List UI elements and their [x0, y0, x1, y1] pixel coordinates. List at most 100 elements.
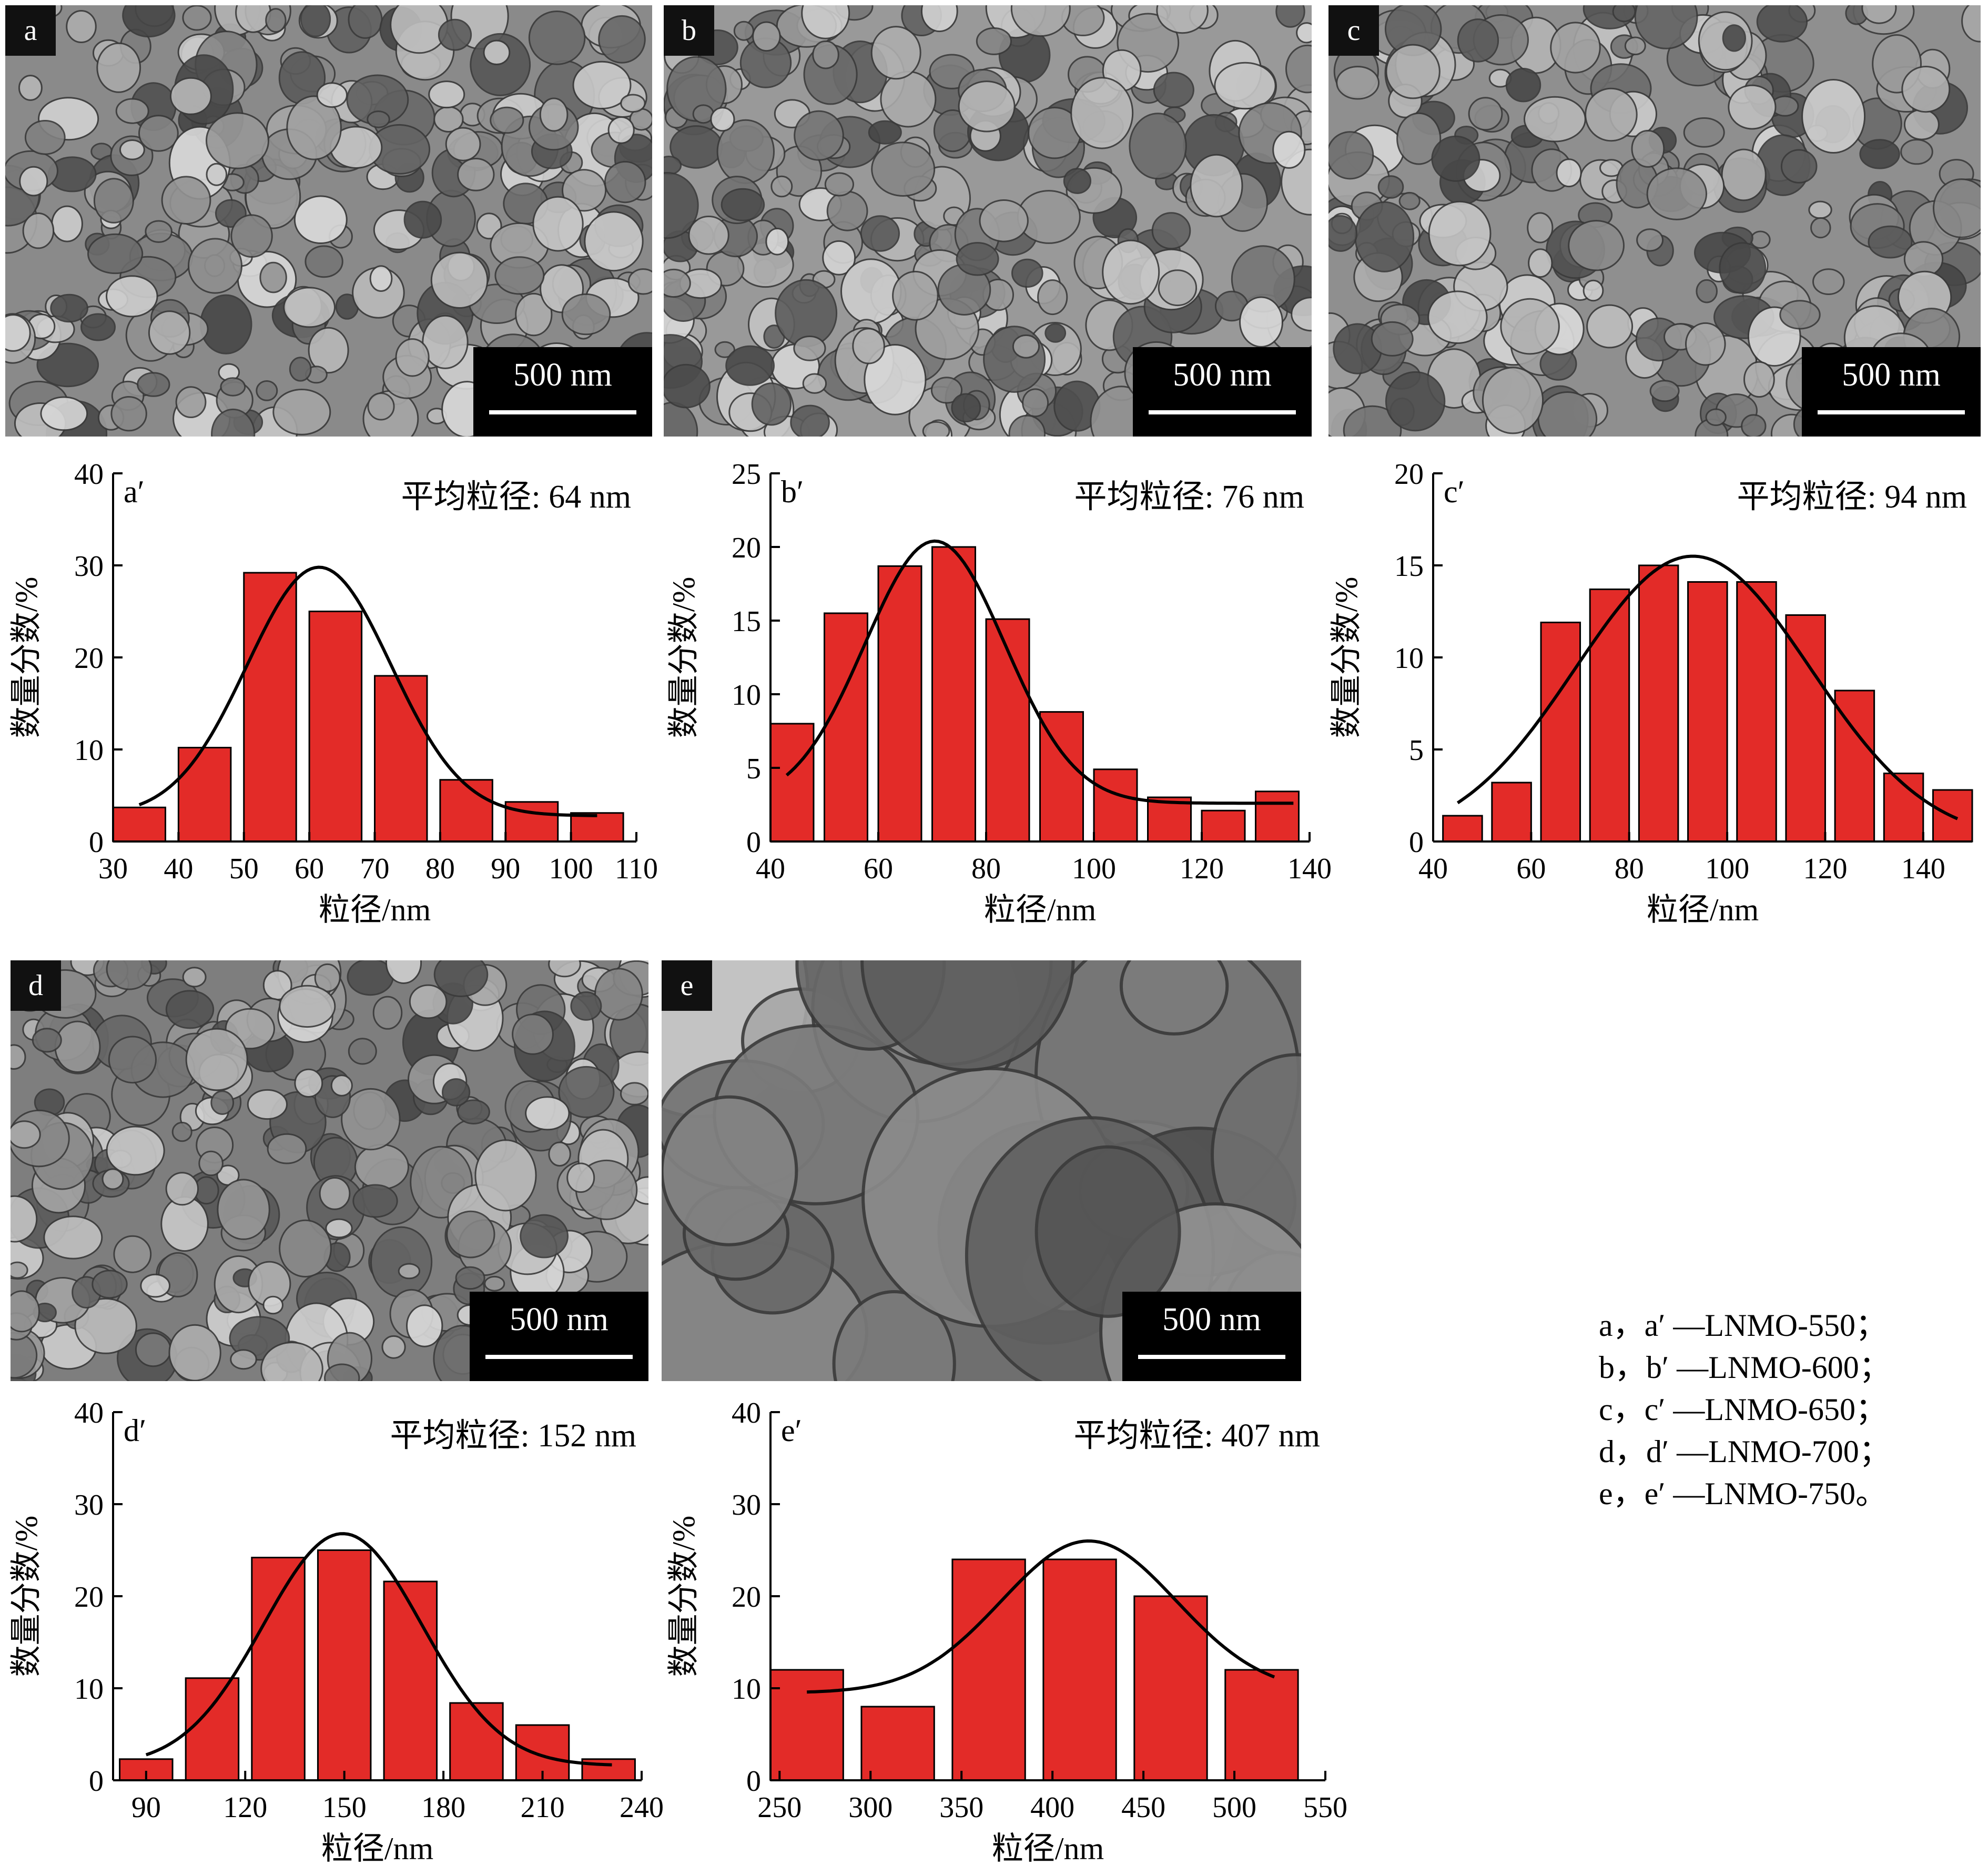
sem-grain [1528, 248, 1553, 278]
sem-grain [1583, 279, 1604, 302]
sem-grain [1214, 62, 1276, 110]
scale-line [485, 1355, 633, 1359]
sem-grain [289, 357, 312, 382]
sem-grain [230, 1349, 257, 1370]
sem-grain [11, 1261, 28, 1279]
sem-grain [920, 5, 958, 33]
histogram-bar [1133, 1595, 1208, 1781]
sem-grain [1780, 149, 1818, 184]
x-tick-label: 100 [549, 853, 593, 885]
sem-grain [206, 112, 269, 169]
sem-texture [11, 960, 648, 1381]
sem-grain [1291, 297, 1312, 332]
sem-grain [1008, 414, 1046, 437]
sem-grain [5, 314, 31, 352]
sem-image-e: e 500 nm [662, 960, 1301, 1381]
sem-grain [1457, 18, 1499, 63]
sem-image-c: c 500 nm [1328, 5, 1981, 437]
sem-grain [372, 996, 403, 1030]
legend-item: c，c′ —LNMO-650； [1599, 1392, 1888, 1427]
sem-grain [520, 1214, 569, 1259]
histogram-bar [1638, 564, 1679, 843]
histogram-e-prime: 0 10 20 30 40 250 300 350 400 450 500 550 粒径/nm 数量分数/… [666, 1397, 1347, 1866]
sem-grain [1812, 268, 1845, 295]
x-tick-label: 80 [971, 853, 1001, 885]
scale-line [1149, 410, 1296, 414]
panel-label: b′ [781, 474, 804, 509]
sem-grain [1427, 290, 1488, 344]
sem-grain [1801, 79, 1866, 154]
sem-grain [765, 228, 789, 256]
sem-grain [43, 1215, 103, 1260]
sem-grain [1900, 139, 1933, 165]
sem-grain [770, 175, 793, 198]
y-tick-label: 10 [74, 1673, 104, 1706]
y-axis-label: 数量分数/% [1329, 577, 1364, 738]
histogram-bar [931, 546, 976, 843]
histogram-c-prime: 0 5 10 15 20 40 60 80 100 120 140 粒径/nm 数量分数/% c′ 平均粒径… [1329, 458, 1973, 927]
sem-grain [1741, 414, 1767, 437]
sem-grain [24, 120, 66, 155]
x-tick-label: 140 [1287, 853, 1332, 885]
sem-grain [1586, 304, 1634, 349]
sem-grain [1336, 66, 1380, 100]
x-tick-label: 70 [360, 853, 390, 885]
sem-grain [1328, 131, 1374, 180]
y-tick-label: 40 [74, 1397, 104, 1429]
sem-grain [230, 214, 273, 258]
sem-grain [175, 386, 207, 418]
sem-grain [74, 1297, 137, 1354]
sem-grain [852, 328, 885, 364]
sem-grain [50, 293, 88, 323]
x-tick-label: 40 [164, 853, 193, 885]
sem-grain [1012, 334, 1040, 359]
x-tick-label: 100 [1072, 853, 1116, 885]
sem-grain [1022, 388, 1049, 418]
sem-grain [1151, 212, 1191, 250]
sem-grain [822, 240, 856, 276]
sem-grain [983, 326, 1046, 393]
histogram-bar [769, 1669, 844, 1781]
sem-grain [871, 141, 936, 197]
sem-grain [348, 5, 383, 39]
sem-grain [566, 1162, 595, 1193]
sem-grain [210, 1090, 235, 1115]
sem-grain [1728, 84, 1777, 130]
sem-grain [1810, 217, 1831, 239]
x-tick-label: 50 [229, 853, 259, 885]
sem-grain [1377, 175, 1404, 199]
sem-grain [1624, 36, 1646, 56]
panel-label-e: e [662, 960, 712, 1011]
sem-grain [1933, 178, 1981, 238]
x-tick-label: 40 [1418, 853, 1448, 885]
sem-grain [951, 393, 981, 423]
x-tick-label: 120 [1803, 853, 1847, 885]
scale-label: 500 nm [510, 1302, 608, 1337]
sem-grain [267, 1133, 307, 1164]
sem-grain [584, 211, 644, 272]
sem-grain [956, 242, 999, 276]
sem-grain [211, 408, 256, 437]
histogram-bar [1687, 581, 1728, 843]
x-tick-label: 400 [1030, 1791, 1074, 1824]
histogram-bar [1147, 796, 1192, 843]
histogram-bar [449, 1702, 504, 1781]
sem-grain [664, 156, 682, 175]
sem-grain [664, 363, 711, 409]
histogram-bar [769, 723, 815, 843]
scale-line [1138, 1355, 1285, 1359]
x-axis-label: 粒径/nm [992, 1831, 1104, 1866]
sem-grain [367, 392, 395, 421]
sem-grain [664, 172, 699, 239]
sem-grain [185, 1028, 248, 1091]
x-tick-label: 120 [223, 1791, 267, 1824]
y-tick-label: 0 [89, 1765, 104, 1798]
sem-grain [561, 293, 611, 336]
sem-grain [1683, 117, 1725, 148]
sem-grain [801, 5, 850, 39]
histogram-bar [1736, 581, 1777, 843]
sem-grain [300, 5, 331, 37]
histogram-b-prime: 0 5 10 15 20 25 40 60 80 100 120 140 粒径/nm 数量分数/% b′ 平均… [666, 458, 1332, 927]
sem-grain [721, 188, 765, 221]
x-tick-label: 100 [1705, 853, 1749, 885]
